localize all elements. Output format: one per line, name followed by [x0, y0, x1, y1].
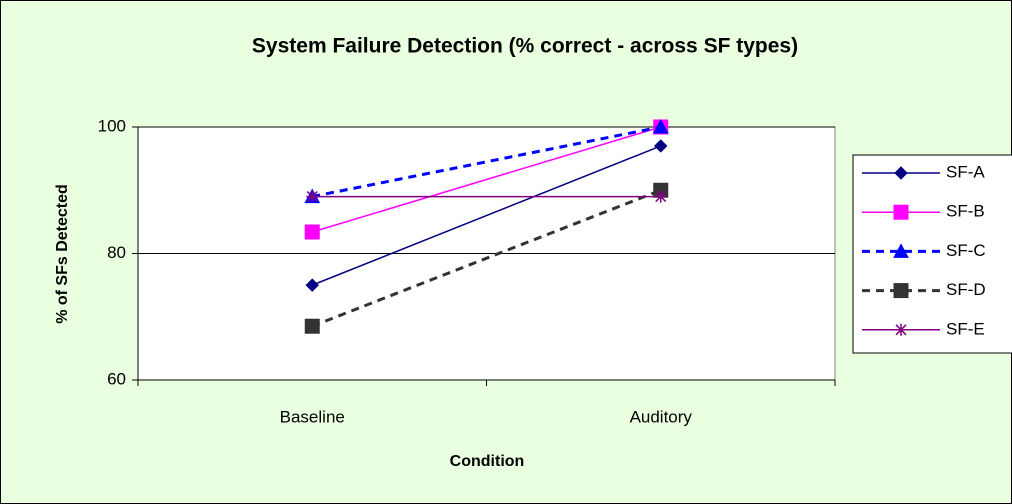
legend-label: SF-C: [946, 241, 986, 260]
y-tick-label: 60: [107, 369, 126, 388]
legend-marker: [893, 243, 909, 258]
chart-title: System Failure Detection (% correct - ac…: [252, 35, 798, 58]
series-line: [311, 145, 662, 286]
data-point: [654, 139, 668, 153]
legend-marker: [893, 204, 909, 220]
data-point: [304, 318, 320, 334]
x-axis-label: Condition: [450, 453, 525, 470]
y-tick-label: 100: [98, 116, 126, 135]
series-line: [312, 126, 661, 233]
data-point: [306, 190, 319, 203]
data-point: [654, 190, 667, 203]
series-line: [311, 125, 662, 199]
legend: [852, 154, 1012, 354]
legend-label: SF-E: [946, 319, 985, 338]
legend-label: SF-B: [946, 202, 985, 221]
data-point: [652, 118, 669, 134]
legend-marker: [893, 283, 909, 299]
legend-marker: [894, 166, 908, 180]
data-point: [304, 224, 320, 240]
x-tick-label: Auditory: [630, 407, 693, 426]
legend-label: SF-D: [946, 280, 986, 299]
y-axis-label: % of SFs Detected: [54, 184, 71, 324]
x-tick-label: Baseline: [280, 407, 345, 426]
legend-marker: [895, 323, 907, 336]
data-point: [305, 278, 319, 292]
series-line: [311, 188, 662, 328]
legend-label: SF-A: [946, 162, 985, 181]
y-tick-label: 80: [107, 243, 126, 262]
